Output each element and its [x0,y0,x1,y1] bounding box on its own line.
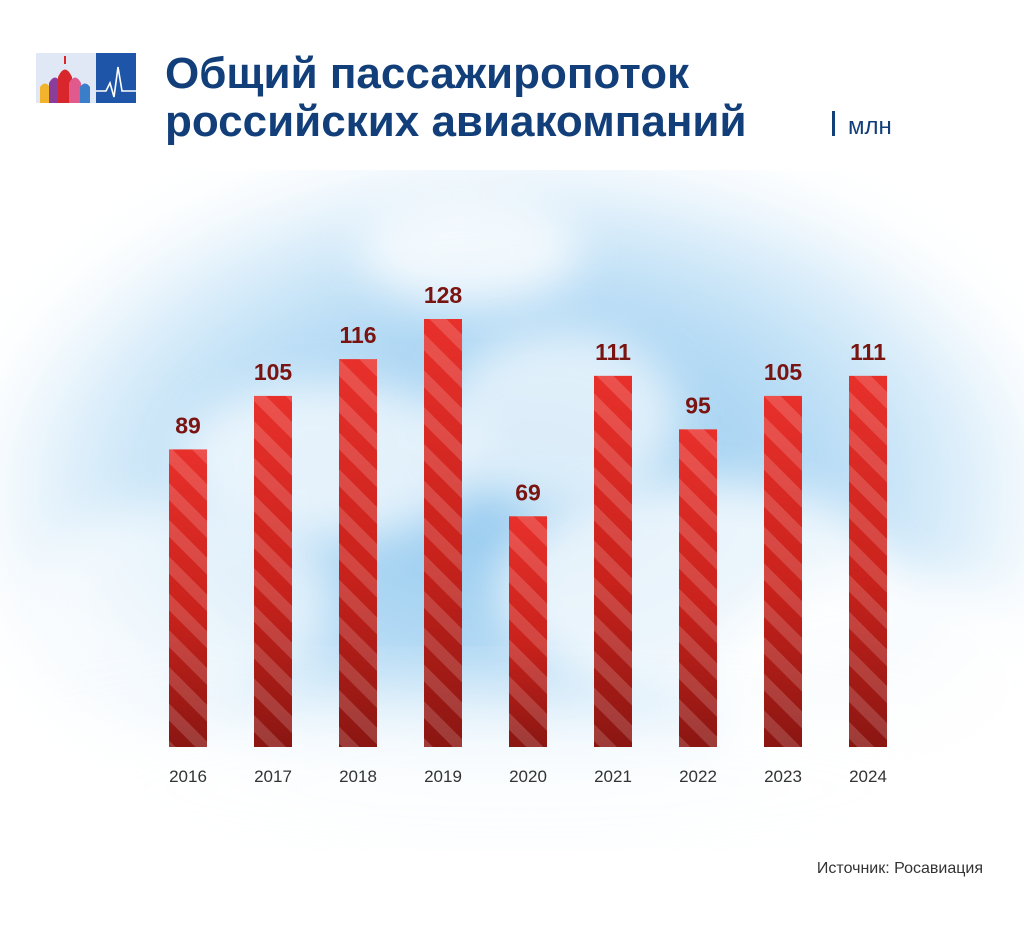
x-tick-label-2024: 2024 [849,767,887,786]
page-title-line-1: Общий пассажиропоток [165,49,690,98]
source-note: Источник: Росавиация [817,860,983,878]
bar-stripes-2016 [169,449,207,747]
bar-stripes-2019 [424,319,462,747]
x-tick-label-2017: 2017 [254,767,292,786]
x-tick-label-2020: 2020 [509,767,547,786]
value-label-2016: 89 [175,412,201,438]
title-unit-divider [832,111,835,136]
x-tick-label-2023: 2023 [764,767,802,786]
x-tick-label-2022: 2022 [679,767,717,786]
page-title-line-2: российских авиакомпаний [165,97,747,146]
x-tick-label-2021: 2021 [594,767,632,786]
source-label: Источник: [816,860,890,877]
value-label-2020: 69 [515,479,541,505]
value-label-2017: 105 [254,359,293,385]
bar-stripes-2017 [254,395,292,747]
x-tick-label-2016: 2016 [169,767,207,786]
kremlin-cathedral-logo-icon [40,56,136,103]
bar-stripes-2022 [679,429,717,747]
bar-stripes-2023 [764,395,802,747]
value-label-2018: 116 [339,322,376,348]
value-label-2024: 111 [850,339,886,365]
x-tick-label-2019: 2019 [424,767,462,786]
value-label-2023: 105 [764,359,803,385]
bar-stripes-2020 [509,516,547,747]
bar-stripes-2024 [849,375,887,747]
value-label-2022: 95 [685,392,711,418]
value-label-2021: 111 [595,339,631,365]
x-tick-label-2018: 2018 [339,767,377,786]
bar-stripes-2021 [594,375,632,747]
unit-label: млн [848,113,892,140]
value-label-2019: 128 [424,282,463,308]
brand-logo [36,53,136,103]
source-name: Росавиация [894,860,983,877]
bar-stripes-2018 [339,359,377,747]
